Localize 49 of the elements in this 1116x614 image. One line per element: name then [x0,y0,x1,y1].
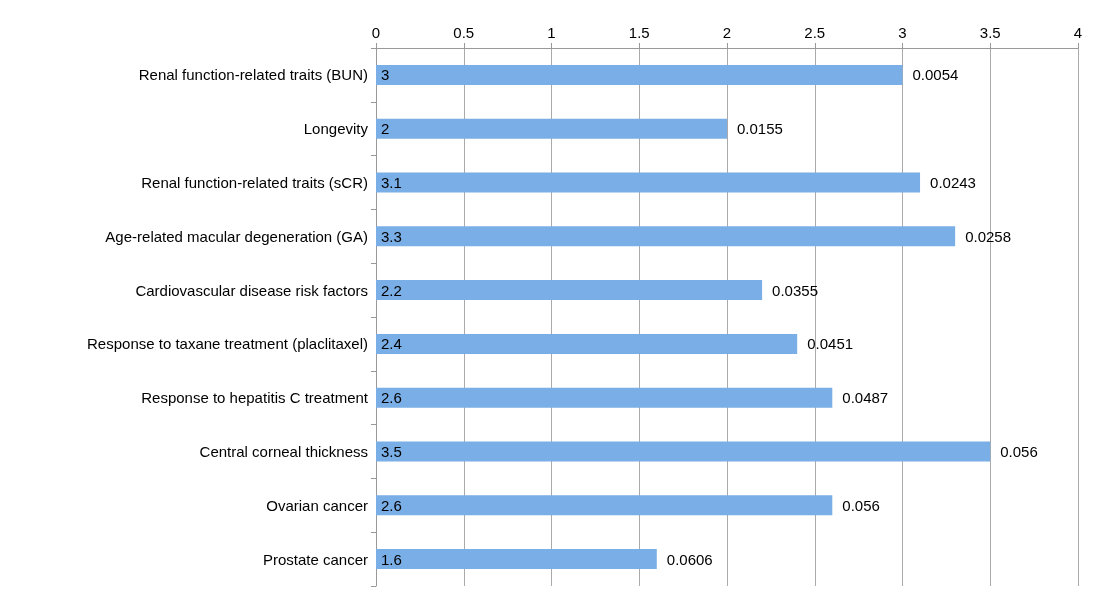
bar [376,549,657,570]
bar [376,387,833,408]
data-label: 2.6 [381,496,402,514]
bar [376,226,956,247]
x-tick-label: 1.5 [628,24,650,41]
y-tick-label: Response to taxane treatment (placlitaxel) [87,335,368,353]
y-tick-label: Renal function-related traits (BUN) [138,66,368,84]
annotation: 0.0155 [737,120,783,138]
y-tick-label: Renal function-related traits (sCR) [141,174,368,191]
bar [376,495,833,516]
y-tick-label: Ovarian cancer [266,496,368,514]
bar [376,333,798,354]
data-label: 2.2 [381,281,402,299]
bar [376,441,991,462]
annotation: 0.0258 [965,227,1012,245]
annotation: 0.0243 [930,174,976,191]
x-tick-label: 3 [898,24,907,41]
bar [376,64,903,85]
bar [376,172,921,193]
x-tick-label: 2.5 [804,24,826,41]
annotation: 0.0054 [912,66,959,84]
annotation: 0.0487 [842,389,889,407]
x-tick-label: 1 [547,24,556,41]
y-tick-label: Age-related macular degeneration (GA) [105,227,368,245]
data-label: 3.5 [381,443,402,460]
y-tick-label: Cardiovascular disease risk factors [135,281,368,299]
y-tick-label: Response to hepatitis C treatment [141,389,369,407]
data-label: 3.3 [381,227,402,245]
data-label: 3 [381,66,390,84]
x-tick-label: 0 [371,24,381,41]
annotation: 0.0451 [807,335,854,353]
annotation: 0.056 [1000,443,1038,460]
annotation: 0.0355 [772,281,818,299]
data-label: 2.4 [381,335,402,353]
y-tick-label: Central corneal thickness [199,443,368,460]
annotation: 0.056 [842,496,880,514]
data-label: 3.1 [381,174,402,191]
x-tick-label: 2 [722,24,732,41]
x-tick-label: 4 [1073,24,1083,41]
data-label: 2.6 [381,389,402,407]
bar [376,280,763,301]
bar [376,118,727,139]
x-tick-label: 0.5 [453,24,475,41]
data-label: 2 [381,120,390,138]
x-tick-label: 3.5 [979,24,1001,41]
y-tick-label: Prostate cancer [262,550,368,568]
y-tick-label: Longevity [303,120,369,138]
annotation: 0.0606 [666,550,713,568]
data-label: 1.6 [381,550,402,568]
